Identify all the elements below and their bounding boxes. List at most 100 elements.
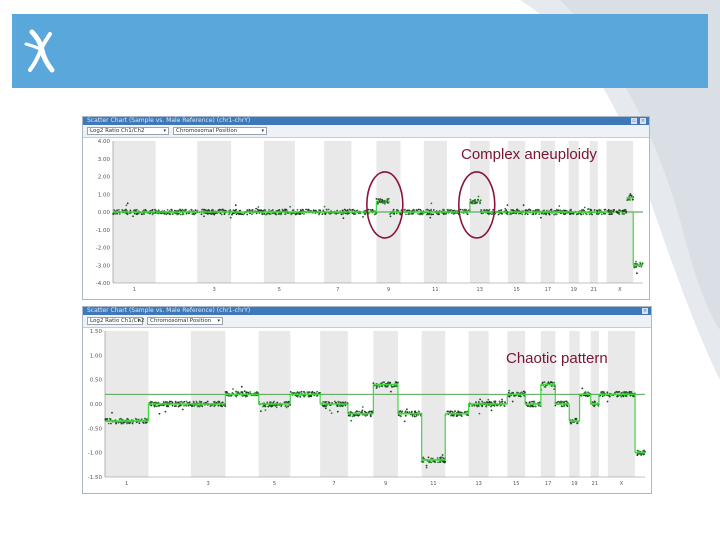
data-point [603, 391, 605, 393]
y-tick-label: 2.00 [98, 175, 111, 181]
data-point [538, 213, 541, 216]
y-tick-label: -4.00 [96, 281, 111, 287]
data-point [351, 209, 354, 211]
data-point [175, 405, 177, 407]
data-point [442, 208, 444, 211]
data-point [243, 390, 246, 393]
data-point [170, 400, 173, 403]
data-point [349, 209, 352, 211]
y-tick-label: -3.00 [96, 263, 111, 269]
data-point [559, 209, 561, 212]
data-point [494, 400, 497, 403]
position-dropdown-label: Chromosomal Position [150, 318, 212, 324]
data-point [213, 405, 216, 408]
data-point [467, 414, 469, 417]
callout-ellipse [457, 171, 496, 239]
data-point [284, 401, 287, 403]
data-point [285, 406, 288, 409]
data-point [246, 213, 249, 216]
window-titlebar: Scatter Chart (Sample vs. Male Reference… [83, 307, 651, 315]
position-dropdown[interactable]: Chromosomal Position ▾ [147, 317, 223, 325]
data-point [104, 418, 107, 420]
data-point [143, 213, 145, 216]
chromosome-band [569, 331, 580, 477]
data-point [342, 213, 344, 215]
data-point [385, 200, 388, 203]
data-point [371, 208, 374, 211]
ratio-dropdown-label: Log2 Ratio Ch1/Ch2 [90, 318, 145, 324]
data-point [584, 391, 587, 394]
x-tick-label: 19 [571, 481, 577, 487]
data-point [303, 390, 306, 393]
data-point [447, 410, 449, 413]
data-point [241, 213, 243, 215]
data-point [636, 454, 639, 457]
data-point [339, 405, 342, 408]
data-point [118, 213, 121, 215]
y-tick-label: -1.00 [88, 451, 103, 457]
data-point [237, 391, 240, 393]
data-point [324, 401, 326, 404]
close-icon[interactable]: × [642, 308, 648, 314]
data-point [350, 419, 353, 422]
data-point [558, 205, 561, 207]
x-tick-label: 1 [125, 481, 128, 487]
data-point [405, 213, 407, 216]
data-point [613, 209, 616, 211]
data-point [603, 213, 606, 215]
data-point [487, 398, 490, 401]
position-dropdown[interactable]: Chromosomal Position ▾ [173, 127, 267, 135]
scatter-plot-bottom[interactable]: 1.501.000.500.00-0.50-1.00-1.501 3 5 7 9 11 13… [83, 327, 651, 493]
chromosome-band [607, 331, 636, 477]
data-point [381, 199, 384, 202]
data-point [387, 197, 390, 200]
data-point [299, 395, 301, 398]
data-point [318, 213, 320, 216]
data-point [277, 213, 280, 215]
data-point [488, 212, 491, 215]
data-point [247, 391, 250, 394]
data-point [287, 405, 289, 408]
data-point [601, 395, 604, 398]
data-point [171, 213, 174, 216]
data-point [265, 213, 268, 215]
restore-icon[interactable]: ▫ [631, 118, 637, 124]
data-point [563, 209, 566, 212]
data-point [499, 401, 501, 404]
chromosome-band [507, 331, 526, 477]
data-point [430, 457, 433, 460]
data-point [267, 405, 270, 408]
data-point [482, 209, 485, 211]
close-icon[interactable]: × [640, 118, 646, 124]
y-tick-label: -2.00 [96, 246, 111, 252]
data-point [218, 401, 221, 403]
data-point [408, 411, 411, 413]
data-point [593, 209, 596, 212]
data-point [389, 381, 391, 384]
data-point [545, 213, 547, 216]
data-point [529, 209, 532, 212]
data-point [528, 401, 531, 404]
data-point [239, 212, 242, 215]
data-point [361, 409, 364, 412]
data-point [329, 409, 331, 412]
data-point [475, 401, 477, 404]
x-tick-label: 11 [430, 481, 436, 487]
data-point [217, 404, 220, 407]
data-point [534, 405, 537, 408]
data-point [171, 404, 174, 407]
ratio-dropdown[interactable]: Log2 Ratio Ch1/Ch2 ▾ [87, 317, 145, 325]
data-point [125, 208, 127, 211]
data-point [387, 201, 390, 204]
data-point [284, 208, 286, 211]
data-point [192, 400, 195, 403]
data-point [520, 391, 523, 394]
ratio-dropdown[interactable]: Log2 Ratio Ch1/Ch2 ▾ [87, 127, 169, 135]
data-point [164, 410, 167, 413]
data-point [642, 449, 645, 452]
data-point [158, 404, 161, 407]
data-point [565, 400, 568, 403]
data-point [620, 392, 623, 394]
data-point [635, 260, 637, 263]
scatter-plot-top[interactable]: 4.00 3.00 2.00 1.00 0.00 -1.00 -2.00 -3.00 -4.00… [83, 137, 649, 299]
